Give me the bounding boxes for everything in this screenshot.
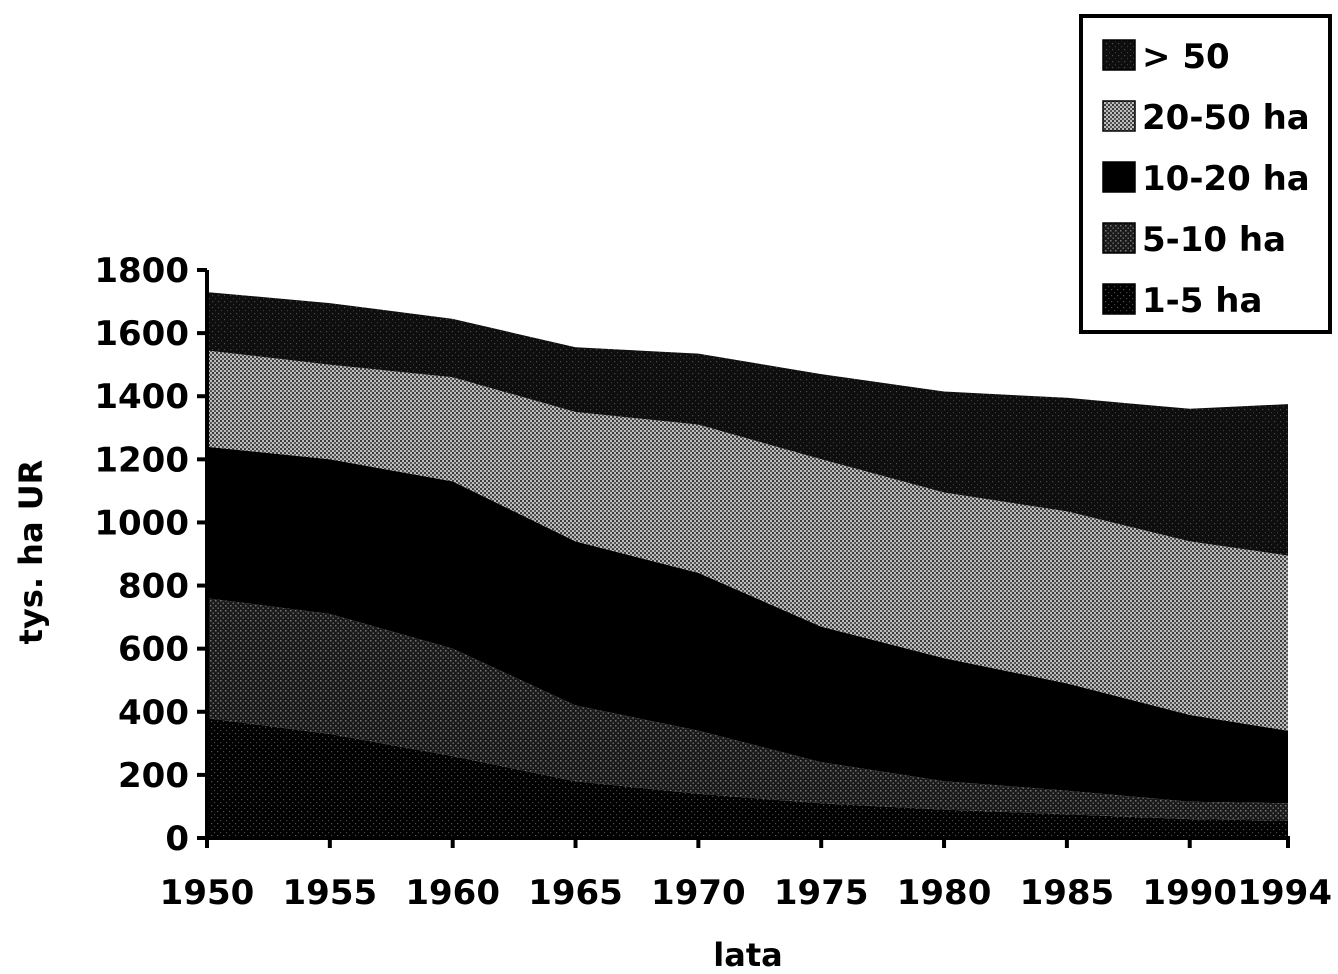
- x-tick-label: 1990: [1142, 873, 1237, 913]
- y-tick-label: 1600: [94, 314, 189, 354]
- x-tick-label: 1994: [1237, 873, 1332, 913]
- y-tick-label: 1400: [94, 377, 189, 417]
- axes: 0 200 400 600 800 1000 1200 1400 1600 1800 1950 19…: [94, 251, 1332, 913]
- area-1-5-ha: [207, 718, 1288, 838]
- x-tick-label: 1975: [774, 873, 869, 913]
- x-axis-title: lata: [713, 936, 782, 974]
- x-tick-label: 1970: [651, 873, 746, 913]
- y-tick-label: 600: [118, 630, 189, 670]
- legend-swatch: [1102, 100, 1136, 132]
- x-tick-label: 1965: [528, 873, 623, 913]
- y-tick-label: 800: [118, 567, 189, 607]
- area-50: [207, 292, 1288, 556]
- area-10-20-ha: [207, 446, 1288, 804]
- x-tick-label: 1955: [283, 873, 378, 913]
- y-tick-label: 1200: [94, 440, 189, 480]
- legend-label: 1-5 ha: [1142, 281, 1262, 321]
- legend-swatch: [1102, 39, 1136, 71]
- y-tick-label: 400: [118, 693, 189, 733]
- area-20-50-ha: [207, 350, 1288, 731]
- x-tick-label: 1985: [1020, 873, 1115, 913]
- legend-swatch: [1102, 222, 1136, 254]
- legend-label: 20-50 ha: [1142, 98, 1310, 138]
- y-tick-label: 1000: [94, 503, 189, 543]
- y-tick-label: 0: [165, 819, 189, 859]
- legend-swatch: [1102, 161, 1136, 193]
- y-axis-title: tys. ha UR: [12, 460, 50, 645]
- legend-label: 10-20 ha: [1142, 159, 1310, 199]
- legend-label: 5-10 ha: [1142, 220, 1286, 260]
- x-tick-label: 1950: [160, 873, 255, 913]
- x-tick-label: 1980: [897, 873, 992, 913]
- x-tick-label: 1960: [405, 873, 500, 913]
- legend-label: > 50: [1142, 37, 1230, 77]
- legend: > 50 20-50 ha 10-20 ha 5-10 ha 1-5 ha: [1079, 14, 1332, 334]
- y-tick-label: 200: [118, 756, 189, 796]
- area-5-10-ha: [207, 598, 1288, 821]
- legend-swatch: [1102, 283, 1136, 315]
- area-layers: [207, 292, 1288, 838]
- y-tick-label: 1800: [94, 251, 189, 291]
